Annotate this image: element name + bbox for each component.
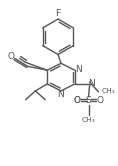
Text: O: O: [73, 96, 80, 105]
Text: CH₃: CH₃: [101, 88, 115, 94]
Text: O: O: [97, 96, 104, 105]
Text: F: F: [55, 9, 61, 18]
Text: CH₃: CH₃: [82, 117, 95, 123]
Text: O: O: [7, 52, 14, 61]
Text: N: N: [75, 65, 82, 74]
Text: O: O: [73, 96, 80, 105]
Text: S: S: [86, 96, 91, 105]
Text: N: N: [57, 90, 63, 99]
Text: N: N: [88, 79, 95, 87]
